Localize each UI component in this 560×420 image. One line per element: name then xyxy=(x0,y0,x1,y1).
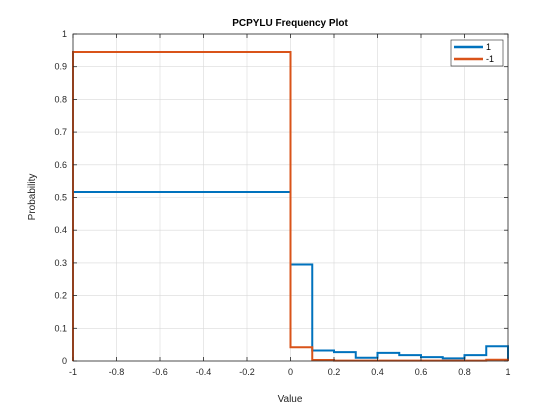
y-tick-label: 0.3 xyxy=(54,258,67,268)
y-tick-label: 0.9 xyxy=(54,62,67,72)
y-tick-label: 0.6 xyxy=(54,160,67,170)
x-tick-label: 0 xyxy=(288,367,293,377)
x-tick-label: 0.6 xyxy=(415,367,428,377)
x-tick-label: -0.8 xyxy=(109,367,125,377)
legend-label-series-1: 1 xyxy=(486,42,491,52)
x-tick-label: 1 xyxy=(505,367,510,377)
x-tick-label: -0.4 xyxy=(196,367,212,377)
x-tick-label: -0.2 xyxy=(239,367,255,377)
legend-box xyxy=(450,39,504,67)
y-tick-label: 0.2 xyxy=(54,291,67,301)
y-tick-label: 0 xyxy=(62,356,67,366)
x-tick-label: 0.2 xyxy=(328,367,341,377)
legend-label-series-2: -1 xyxy=(486,54,494,64)
x-tick-label: -1 xyxy=(69,367,77,377)
y-tick-label: 1 xyxy=(62,29,67,39)
y-tick-label: 0.5 xyxy=(54,193,67,203)
y-axis-label: Probability xyxy=(27,174,38,221)
ticks: -1 -0.8 -0.6 -0.4 -0.2 0 0.2 0.4 0.6 0.8 1 0 0.1 0.2 0… xyxy=(54,29,510,377)
y-tick-label: 0.4 xyxy=(54,225,67,235)
y-tick-label: 0.1 xyxy=(54,323,67,333)
x-axis-label: Value xyxy=(278,394,303,405)
chart-title: PCPYLU Frequency Plot xyxy=(232,18,348,29)
y-tick-label: 0.8 xyxy=(54,94,67,104)
legend[interactable]: 1 -1 xyxy=(450,39,504,67)
series-1-stairs xyxy=(72,190,509,361)
x-tick-label: -0.6 xyxy=(152,367,168,377)
y-tick-label: 0.7 xyxy=(54,127,67,137)
x-tick-label: 0.4 xyxy=(371,367,384,377)
x-tick-label: 0.8 xyxy=(458,367,471,377)
